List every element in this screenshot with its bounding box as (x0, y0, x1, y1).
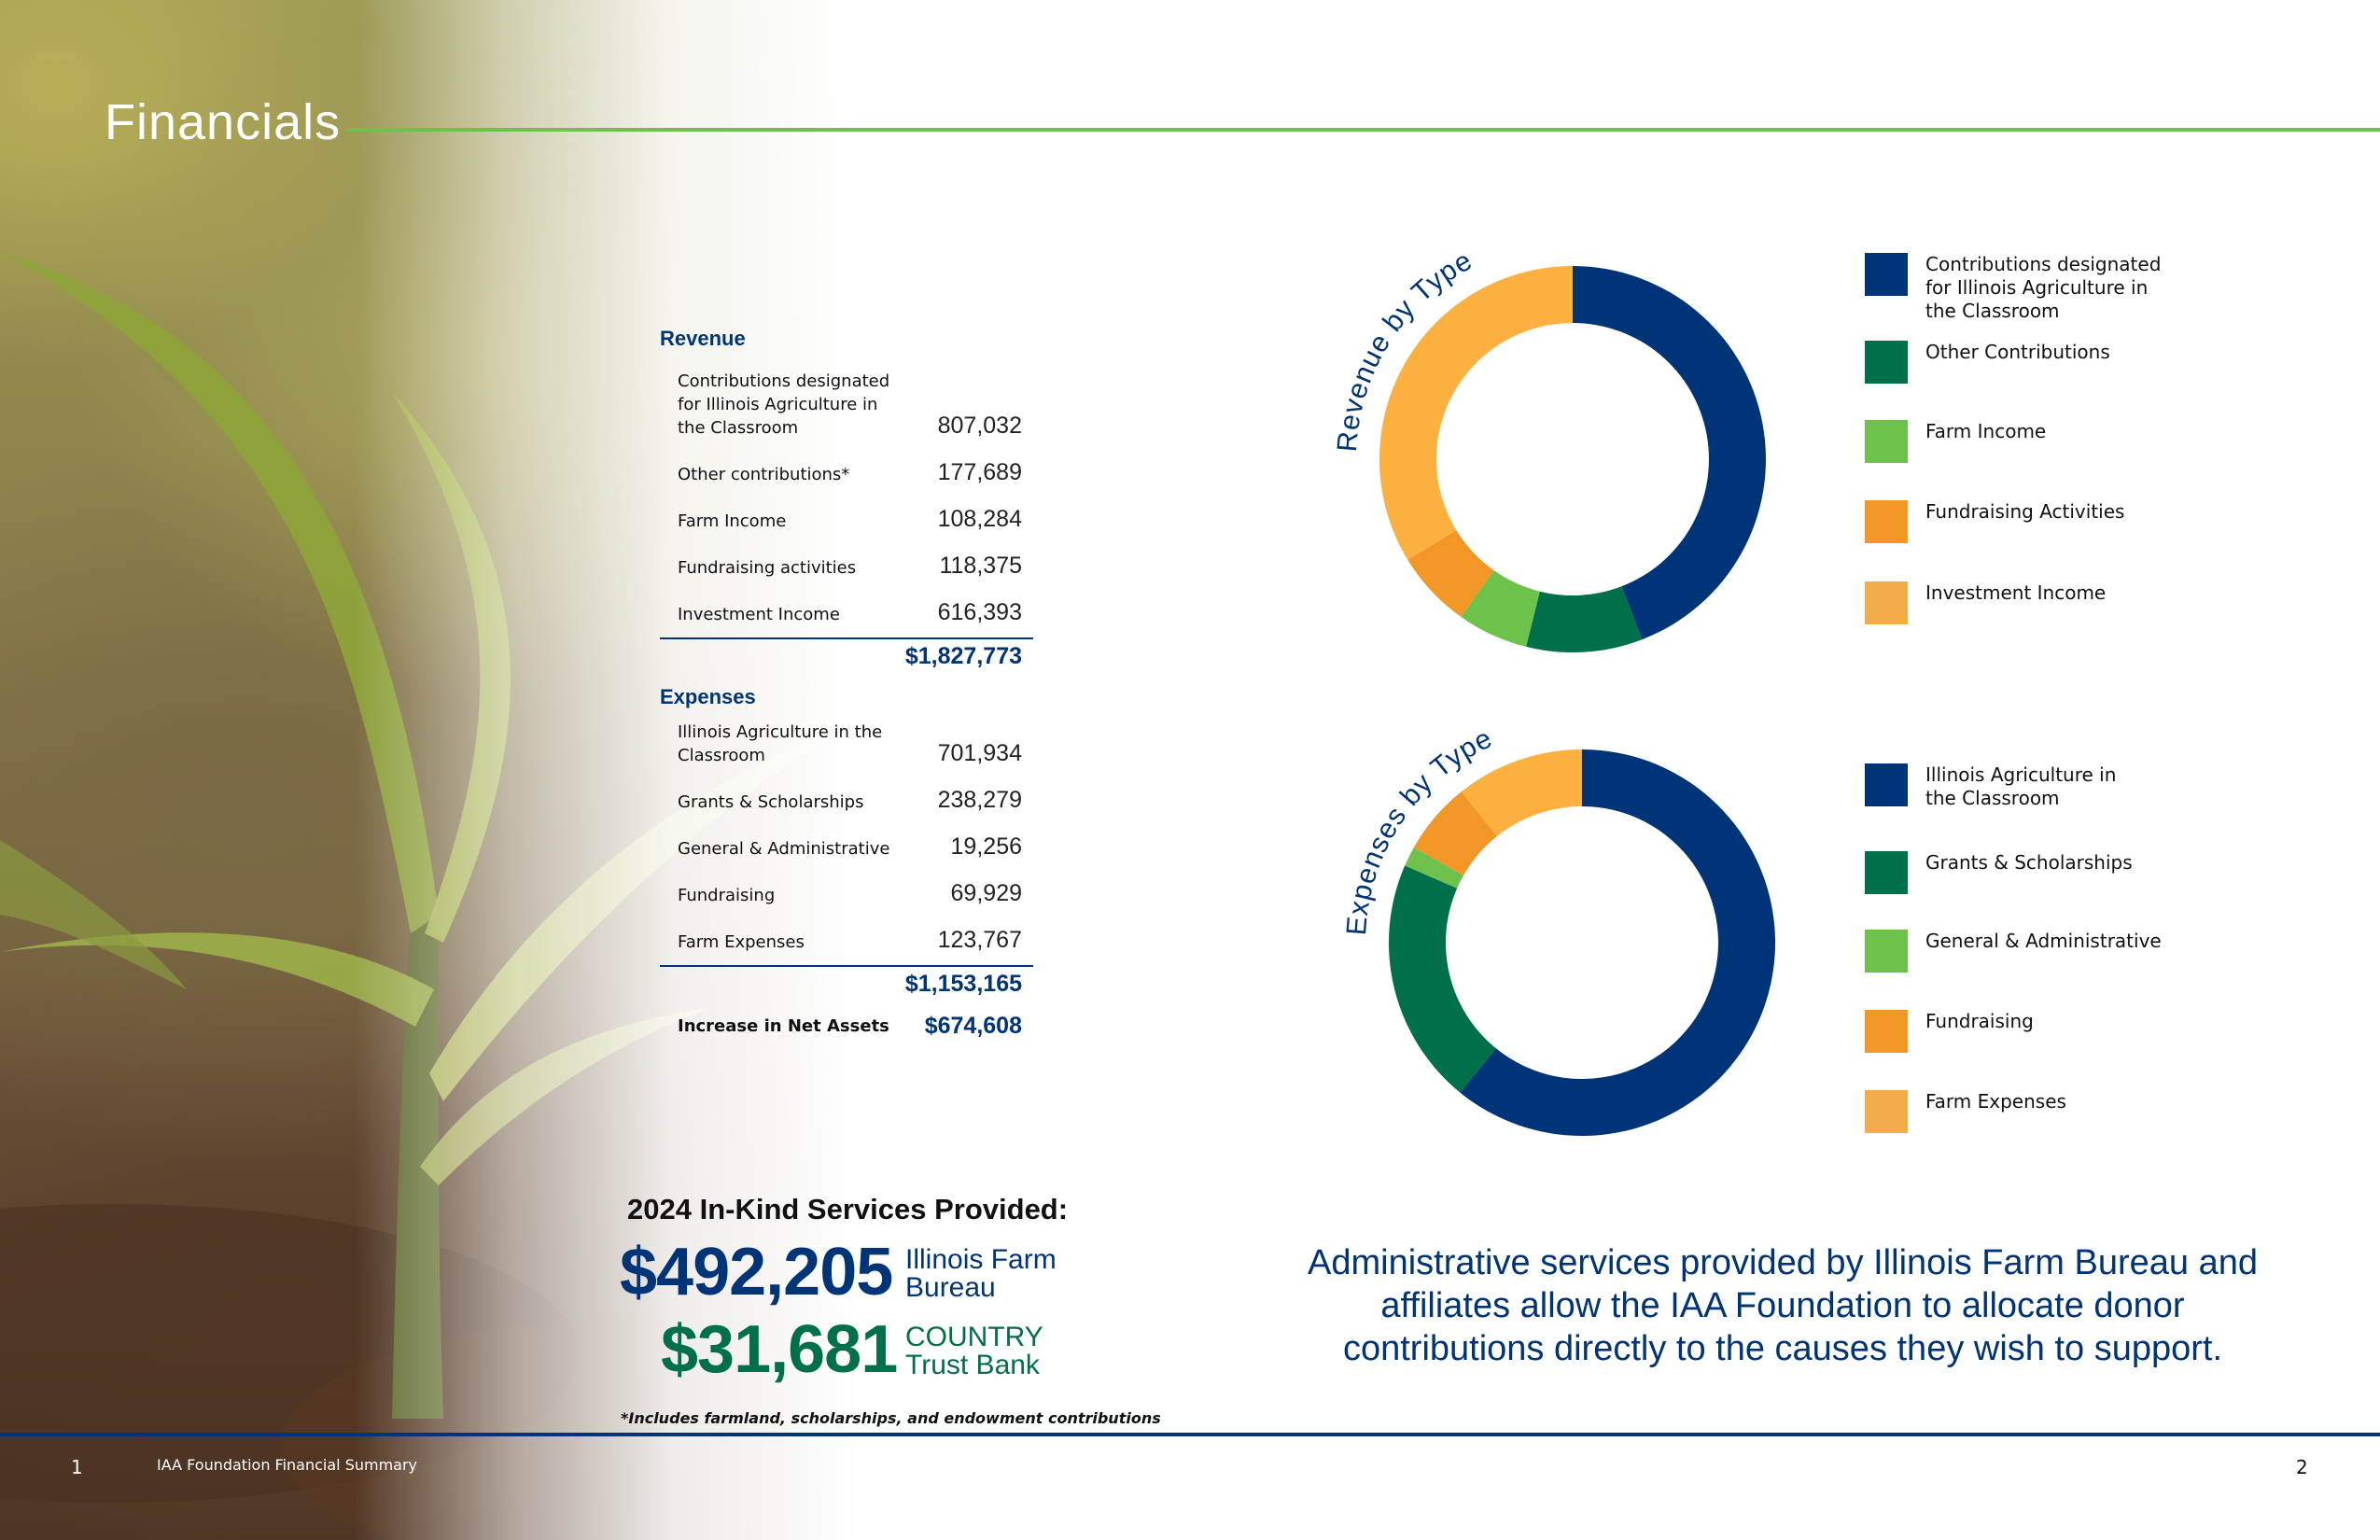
page-number-left: 1 (71, 1456, 83, 1478)
legend-swatch (1865, 851, 1908, 894)
page-number-right: 2 (2296, 1456, 2308, 1478)
expense-value: 123,767 (937, 927, 1022, 953)
expense-value: 69,929 (950, 880, 1022, 906)
legend-item: Illinois Agriculture in the Classroom (1865, 763, 2140, 810)
expense-value: 238,279 (937, 787, 1022, 813)
revenue-row: Fundraising activities 118,375 (660, 533, 1033, 580)
expense-label: Grants & Scholarships (678, 792, 864, 812)
legend-label: Fundraising Activities (1925, 500, 2125, 523)
legend-item: Investment Income (1865, 581, 2196, 624)
revenue-label: Farm Income (678, 511, 787, 531)
document-name: IAA Foundation Financial Summary (157, 1456, 418, 1474)
revenue-row: Other contributions* 177,689 (660, 440, 1033, 486)
legend-item: Grants & Scholarships (1865, 851, 2196, 894)
donut-slice (1407, 530, 1494, 617)
donut-slice (1461, 749, 1582, 836)
legend-item: General & Administrative (1865, 930, 2196, 973)
expense-row: General & Administrative 19,256 (660, 814, 1033, 861)
legend-swatch (1865, 500, 1908, 543)
revenue-donut-chart: Revenue by Type (1332, 245, 1766, 652)
legend-label: Grants & Scholarships (1925, 851, 2133, 874)
expense-label: Farm Expenses (678, 932, 805, 952)
revenue-value: 118,375 (939, 553, 1022, 579)
legend-label: Contributions designated for Illinois Ag… (1925, 253, 2162, 322)
footnote: *Includes farmland, scholarships, and en… (621, 1409, 1161, 1427)
financial-summary: Revenue Contributions designated for Ill… (660, 327, 1033, 1040)
legend-swatch (1865, 1010, 1908, 1053)
legend-swatch (1865, 930, 1908, 973)
expense-row: Grants & Scholarships 238,279 (660, 767, 1033, 814)
legend-label: Investment Income (1925, 581, 2107, 604)
legend-label: Illinois Agriculture in the Classroom (1925, 763, 2117, 809)
net-assets-row: Increase in Net Assets $674,608 (660, 1013, 1033, 1040)
legend-item: Farm Income (1865, 420, 2196, 463)
donut-slice (1526, 586, 1643, 652)
expense-list: Illinois Agriculture in the Classroom 70… (660, 721, 1033, 954)
revenue-label: Other contributions* (678, 465, 850, 484)
in-kind-amount-country-trust: $31,681 (661, 1312, 898, 1387)
legend-label: Other Contributions (1925, 341, 2110, 363)
net-assets-label: Increase in Net Assets (678, 1016, 889, 1036)
expense-row: Farm Expenses 123,767 (660, 907, 1033, 954)
revenue-label: Investment Income (678, 605, 840, 624)
expense-label: Fundraising (678, 886, 776, 905)
donut-slice (1389, 865, 1496, 1093)
in-kind-title: 2024 In-Kind Services Provided: (627, 1193, 1069, 1225)
revenue-total-rule (660, 637, 1033, 639)
revenue-value: 807,032 (937, 413, 1022, 439)
revenue-row: Contributions designated for Illinois Ag… (660, 370, 1033, 440)
legend-swatch (1865, 581, 1908, 624)
legend-item: Fundraising (1865, 1010, 2196, 1053)
legend-label: Farm Expenses (1925, 1090, 2066, 1113)
in-kind-amount-farm-bureau: $492,205 (620, 1235, 893, 1309)
photo-fade-overlay (0, 0, 933, 1540)
revenue-label: Contributions designated for Illinois Ag… (678, 371, 890, 438)
page-title: Financials (105, 94, 342, 150)
expenses-heading: Expenses (660, 685, 756, 708)
revenue-total: $1,827,773 (904, 643, 1022, 669)
legend-swatch (1865, 763, 1908, 806)
expense-total: $1,153,165 (904, 971, 1022, 997)
revenue-heading: Revenue (660, 327, 746, 350)
revenue-value: 616,393 (937, 599, 1022, 625)
donut-slice (1413, 791, 1497, 876)
revenue-value: 177,689 (937, 459, 1022, 485)
revenue-list: Contributions designated for Illinois Ag… (660, 370, 1033, 626)
expense-label: General & Administrative (678, 839, 890, 859)
legend-swatch (1865, 253, 1908, 296)
donut-slice (1460, 749, 1775, 1136)
expense-value: 19,256 (950, 833, 1022, 860)
revenue-label: Fundraising activities (678, 558, 857, 578)
revenue-value: 108,284 (937, 506, 1022, 532)
legend-item: Fundraising Activities (1865, 500, 2196, 543)
donut-slice (1379, 266, 1573, 560)
revenue-row: Investment Income 616,393 (660, 580, 1033, 626)
donut-slice (1461, 570, 1540, 647)
donut-slice (1573, 266, 1766, 640)
in-kind-source-country-trust: COUNTRY Trust Bank (905, 1322, 1043, 1380)
legend-swatch (1865, 341, 1908, 384)
admin-services-message: Administrative services provided by Illi… (1308, 1243, 2258, 1368)
legend-swatch (1865, 1090, 1908, 1133)
expense-row: Fundraising 69,929 (660, 861, 1033, 907)
revenue-row: Farm Income 108,284 (660, 486, 1033, 533)
expense-row: Illinois Agriculture in the Classroom 70… (660, 721, 1033, 767)
expense-label: Illinois Agriculture in the Classroom (678, 722, 883, 765)
legend-item: Other Contributions (1865, 341, 2196, 384)
bottom-rule (0, 1433, 2380, 1436)
legend-label: Farm Income (1925, 420, 2047, 442)
in-kind-source-farm-bureau: Illinois Farm Bureau (905, 1244, 1057, 1303)
background-photo (0, 0, 933, 1540)
expense-total-rule (660, 965, 1033, 967)
legend-swatch (1865, 420, 1908, 463)
legend-item: Farm Expenses (1865, 1090, 2196, 1133)
legend-item: Contributions designated for Illinois Ag… (1865, 253, 2177, 323)
legend-label: General & Administrative (1925, 930, 2162, 952)
legend-label: Fundraising (1925, 1010, 2034, 1032)
net-assets-value: $674,608 (924, 1013, 1022, 1039)
donut-slice (1405, 847, 1463, 889)
title-rule (347, 128, 2380, 132)
expense-donut-chart: Expenses by Type (1341, 722, 1775, 1136)
expense-value: 701,934 (937, 740, 1022, 766)
